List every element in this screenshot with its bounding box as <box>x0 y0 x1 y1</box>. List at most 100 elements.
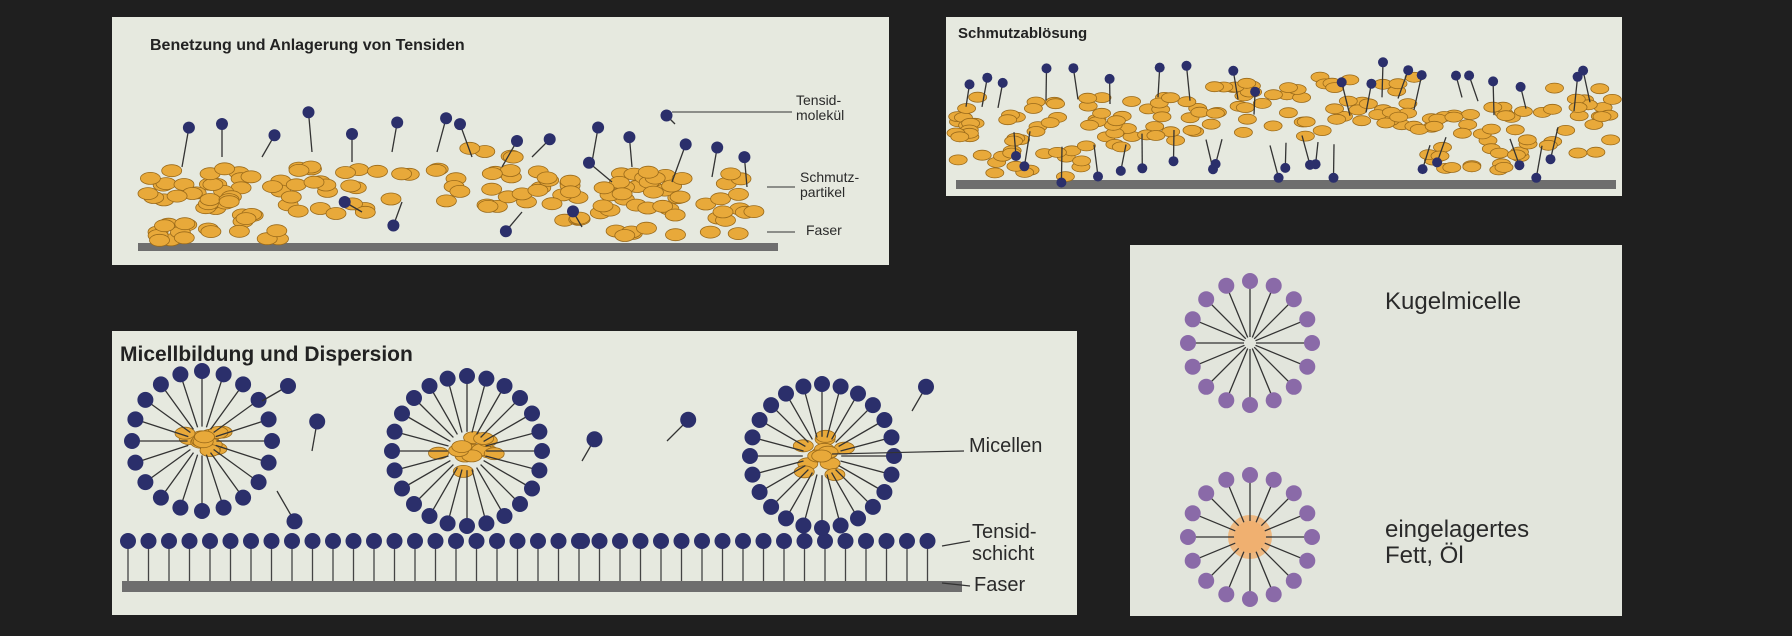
surfactant-head <box>1180 335 1196 351</box>
dirt-particle <box>287 204 309 218</box>
surfactant-tail <box>1269 145 1280 178</box>
surfactant-head <box>439 515 456 532</box>
dirt-particle <box>1602 94 1622 105</box>
surfactant-tail <box>1255 318 1308 342</box>
dirt-particle <box>477 199 499 213</box>
surfactant-head <box>1299 505 1316 522</box>
surfactant-tail <box>671 144 687 183</box>
surfactant-tail <box>307 112 313 153</box>
wetting-illustration <box>137 106 795 251</box>
surfactant-tail <box>160 384 195 430</box>
dirt-particle <box>1263 89 1283 101</box>
surfactant-head <box>1068 63 1079 74</box>
surfactant-head <box>366 533 382 549</box>
dirt-particle <box>968 91 988 103</box>
surfactant-head <box>574 533 590 549</box>
dirt-particle <box>425 163 447 177</box>
surfactant-head <box>1180 529 1196 545</box>
surfactant-head <box>1265 586 1282 603</box>
surfactant-tail <box>1253 346 1295 388</box>
dirt-particle <box>637 165 659 179</box>
dirt-particle <box>1556 125 1576 136</box>
surfactant-head <box>127 454 144 471</box>
surfactant-tail <box>485 455 540 472</box>
surfactant-head <box>1299 358 1316 375</box>
dirt-particle <box>137 187 159 201</box>
dirt-particle <box>367 164 388 178</box>
dirt-particle <box>1424 120 1444 132</box>
dirt-particle <box>280 190 302 204</box>
dirt-particle <box>199 193 221 206</box>
surfactant-tail <box>428 385 458 435</box>
dirt-particle <box>1338 95 1358 107</box>
surfactant-head <box>263 533 280 549</box>
surfactant-tail <box>752 460 804 476</box>
dirt-particle <box>161 164 183 178</box>
dirt-particle <box>1004 135 1023 147</box>
dirt-particle <box>1517 134 1537 146</box>
surfactant-head <box>1181 60 1192 71</box>
dirt-particle <box>643 185 664 199</box>
surfactant-head <box>982 72 993 83</box>
dirt-particle <box>1078 92 1098 104</box>
dirt-particle <box>451 440 473 453</box>
surfactant-head <box>1056 177 1067 188</box>
dirt-particle <box>459 141 481 155</box>
dirt-particle <box>1237 77 1257 89</box>
surfactant-head <box>1515 81 1526 92</box>
surfactant-tail <box>1332 144 1335 178</box>
surfactant-head <box>1336 77 1347 88</box>
surfactant-tail <box>1255 344 1308 368</box>
surfactant-tail <box>1185 65 1191 101</box>
dirt-particle <box>1462 161 1482 173</box>
surfactant-head <box>694 533 710 549</box>
surfactant-head <box>850 385 866 402</box>
dirt-particle <box>335 166 356 179</box>
dirt-particle <box>218 195 240 209</box>
dirt-particle <box>948 154 968 166</box>
dirt-particle <box>1584 119 1604 130</box>
surfactant-tail <box>215 444 269 464</box>
surfactant-head <box>1154 62 1165 73</box>
dirt-particle <box>499 164 521 177</box>
surfactant-head <box>302 106 315 119</box>
surfactant-head <box>850 510 866 527</box>
surfactant-head <box>1285 572 1302 589</box>
dirt-particle <box>202 178 224 191</box>
leader-line <box>941 582 971 587</box>
surfactant-head <box>1184 311 1201 328</box>
surfactant-head <box>407 533 423 549</box>
micelle-panel: Micellbildung und Dispersion Micellen Te… <box>112 331 1077 615</box>
dirt-particle <box>481 182 503 196</box>
dirt-particle <box>1076 140 1096 152</box>
surfactant-head <box>673 533 690 549</box>
fiber-bar <box>122 581 962 592</box>
dirt-particle <box>1278 107 1298 119</box>
dirt-particle <box>1482 123 1501 135</box>
surfactant-tail <box>205 374 225 428</box>
surfactant-tail <box>135 418 189 438</box>
surfactant-head <box>496 508 513 524</box>
surfactant-head <box>194 363 210 379</box>
dirt-particle <box>541 197 563 211</box>
surfactant-head <box>1210 159 1221 169</box>
surfactant-head <box>858 533 874 549</box>
surfactant-tail <box>840 436 892 452</box>
detachment-illustration <box>946 57 1622 189</box>
dirt-particle <box>1494 161 1514 173</box>
wetting-title: Benetzung und Anlagerung von Tensiden <box>150 37 465 54</box>
surfactant-tail <box>446 378 463 433</box>
dirt-label-line2: partikel <box>800 184 846 201</box>
dirt-particle <box>288 163 310 177</box>
dirt-particle <box>1442 162 1462 173</box>
surfactant-head <box>795 517 812 534</box>
surfactant-head <box>499 225 512 238</box>
dirt-particle <box>743 205 765 219</box>
surfactant-head <box>127 411 144 428</box>
surfactant-head <box>1250 86 1261 97</box>
dirt-particle <box>380 192 402 206</box>
surfactant-tail <box>1301 135 1311 166</box>
surfactant-tail <box>480 397 521 438</box>
surfactant-tail <box>1492 81 1495 116</box>
surfactant-head <box>243 533 259 549</box>
